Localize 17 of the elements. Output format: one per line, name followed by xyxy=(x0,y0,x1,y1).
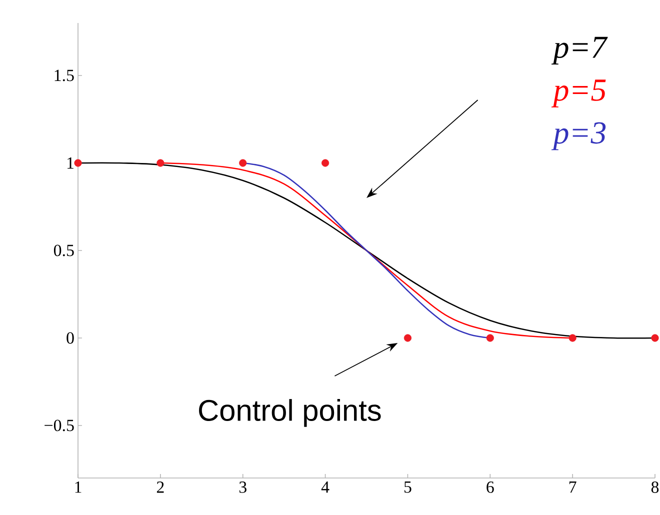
x-tick-label: 6 xyxy=(486,482,494,493)
x-tick-label: 8 xyxy=(651,482,659,493)
y-tick-label: 1 xyxy=(68,157,74,169)
y-tick-label: −0.5 xyxy=(44,420,74,432)
x-tick-label: 1 xyxy=(75,482,82,493)
x-tick-label: 7 xyxy=(569,482,576,493)
text: p=3 xyxy=(551,122,606,150)
text: p=7 xyxy=(551,36,608,64)
x-tick-label: 3 xyxy=(239,482,246,493)
x-tick-label: 2 xyxy=(156,482,164,493)
annotation: Control points xyxy=(199,399,381,427)
x-tick-label: 4 xyxy=(321,482,330,493)
y-tick-label: 1.5 xyxy=(54,70,74,82)
y-tick-label: 0 xyxy=(66,332,74,344)
y-tick-label: 0.5 xyxy=(54,244,74,256)
x-tick-label: 5 xyxy=(404,482,412,493)
text: p=5 xyxy=(551,80,606,108)
